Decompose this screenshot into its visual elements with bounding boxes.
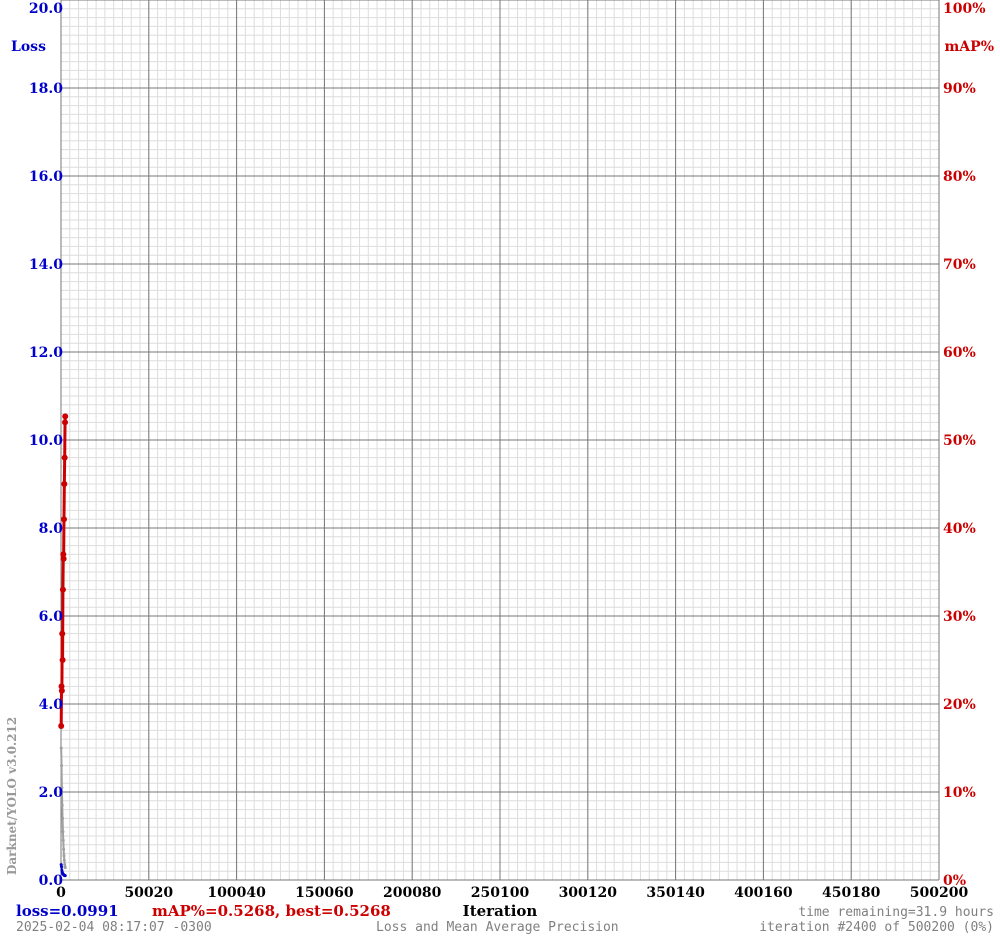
series-point-1 bbox=[60, 803, 64, 807]
y-left-tick-label: 18.0 bbox=[29, 81, 63, 97]
y-left-tick-label: 10.0 bbox=[29, 433, 63, 449]
series-point-2 bbox=[60, 551, 67, 558]
tick-labels: 0.0 2.0 4.0 6.0 8.0 10.0 12.0 14.0 16.0 18.0 20.0 0… bbox=[29, 1, 986, 901]
y-right-tick-label: 50% bbox=[943, 433, 976, 449]
series-point-2 bbox=[58, 723, 65, 729]
y-left-tick-label: 4.0 bbox=[39, 697, 64, 713]
x-tick-label: 50020 bbox=[124, 885, 173, 901]
timestamp: 2025-02-04 08:17:07 -0300 bbox=[16, 920, 212, 935]
y-right-tick-label: 40% bbox=[943, 521, 976, 537]
series-point-0 bbox=[59, 863, 63, 867]
y-right-tick-label: 90% bbox=[943, 81, 976, 97]
series-line-2 bbox=[59, 416, 67, 727]
series-point-2 bbox=[58, 687, 65, 694]
loss-readout: loss=0.0991 bbox=[16, 902, 119, 920]
series-point-1 bbox=[61, 816, 65, 820]
series-point-1 bbox=[63, 863, 67, 867]
x-tick-label: 100040 bbox=[207, 885, 266, 901]
x-tick-label: 0 bbox=[56, 885, 66, 901]
y-left-tick-label: 2.0 bbox=[39, 785, 64, 801]
x-tick-label: 350140 bbox=[646, 885, 705, 901]
major-grid bbox=[60, 0, 940, 881]
series-point-1 bbox=[63, 866, 67, 870]
y-left-tick-label: 14.0 bbox=[29, 257, 63, 273]
y-left-tick-label: 16.0 bbox=[29, 169, 63, 185]
series-point-2 bbox=[62, 419, 69, 426]
y-left-tick-label: 20.0 bbox=[29, 1, 63, 17]
x-tick-label: 450180 bbox=[822, 885, 881, 901]
series-point-1 bbox=[59, 746, 63, 750]
series-point-2 bbox=[59, 630, 66, 637]
y-left-tick-label: 6.0 bbox=[39, 609, 64, 625]
y-right-tick-label: 100% bbox=[943, 1, 986, 17]
series-point-0 bbox=[63, 874, 67, 878]
series-point-2 bbox=[62, 413, 69, 420]
series-point-1 bbox=[61, 830, 65, 834]
y-right-tick-label: 10% bbox=[943, 785, 976, 801]
y-right-tick-label: 70% bbox=[943, 257, 976, 273]
x-tick-label: 250100 bbox=[471, 885, 530, 901]
watermark: Darknet/YOLO v3.0.212 bbox=[5, 717, 19, 875]
x-tick-label: 400160 bbox=[734, 885, 793, 901]
y-right-tick-label: 80% bbox=[943, 169, 976, 185]
x-tick-label: 200080 bbox=[383, 885, 442, 901]
y-left-axis-label: Loss bbox=[11, 39, 46, 55]
series-point-2 bbox=[58, 683, 65, 690]
series-point-2 bbox=[60, 516, 67, 523]
x-axis-label: Iteration bbox=[463, 902, 538, 920]
y-left-tick-label: 12.0 bbox=[29, 345, 63, 361]
map-readout: mAP%=0.5268, best=0.5268 bbox=[152, 902, 391, 920]
series-point-1 bbox=[60, 764, 64, 768]
series-point-2 bbox=[61, 454, 68, 461]
y-left-tick-label: 8.0 bbox=[39, 521, 64, 537]
y-right-axis-label: mAP% bbox=[944, 39, 994, 55]
series-point-2 bbox=[59, 586, 66, 593]
y-left-tick-label: 0.0 bbox=[39, 873, 64, 889]
series-point-2 bbox=[59, 657, 66, 663]
series-point-2 bbox=[61, 481, 68, 487]
y-right-tick-label: 20% bbox=[943, 697, 976, 713]
series-point-1 bbox=[62, 858, 66, 862]
y-right-tick-label: 60% bbox=[943, 345, 976, 361]
y-right-tick-label: 0% bbox=[943, 873, 966, 889]
series-layer bbox=[58, 413, 69, 878]
x-tick-label: 500200 bbox=[910, 885, 969, 901]
series-point-0 bbox=[60, 865, 64, 869]
chart-subtitle: Loss and Mean Average Precision bbox=[376, 920, 619, 935]
x-tick-label: 300120 bbox=[559, 885, 618, 901]
series-point-1 bbox=[62, 854, 66, 858]
y-right-tick-label: 30% bbox=[943, 609, 976, 625]
series-point-1 bbox=[60, 786, 64, 790]
x-tick-label: 150060 bbox=[295, 885, 354, 901]
series-point-2 bbox=[60, 555, 67, 562]
series-point-1 bbox=[62, 847, 66, 851]
time-remaining: time remaining=31.9 hours bbox=[798, 905, 994, 920]
iteration-progress: iteration #2400 of 500200 (0%) bbox=[759, 920, 994, 935]
series-point-1 bbox=[61, 838, 65, 842]
